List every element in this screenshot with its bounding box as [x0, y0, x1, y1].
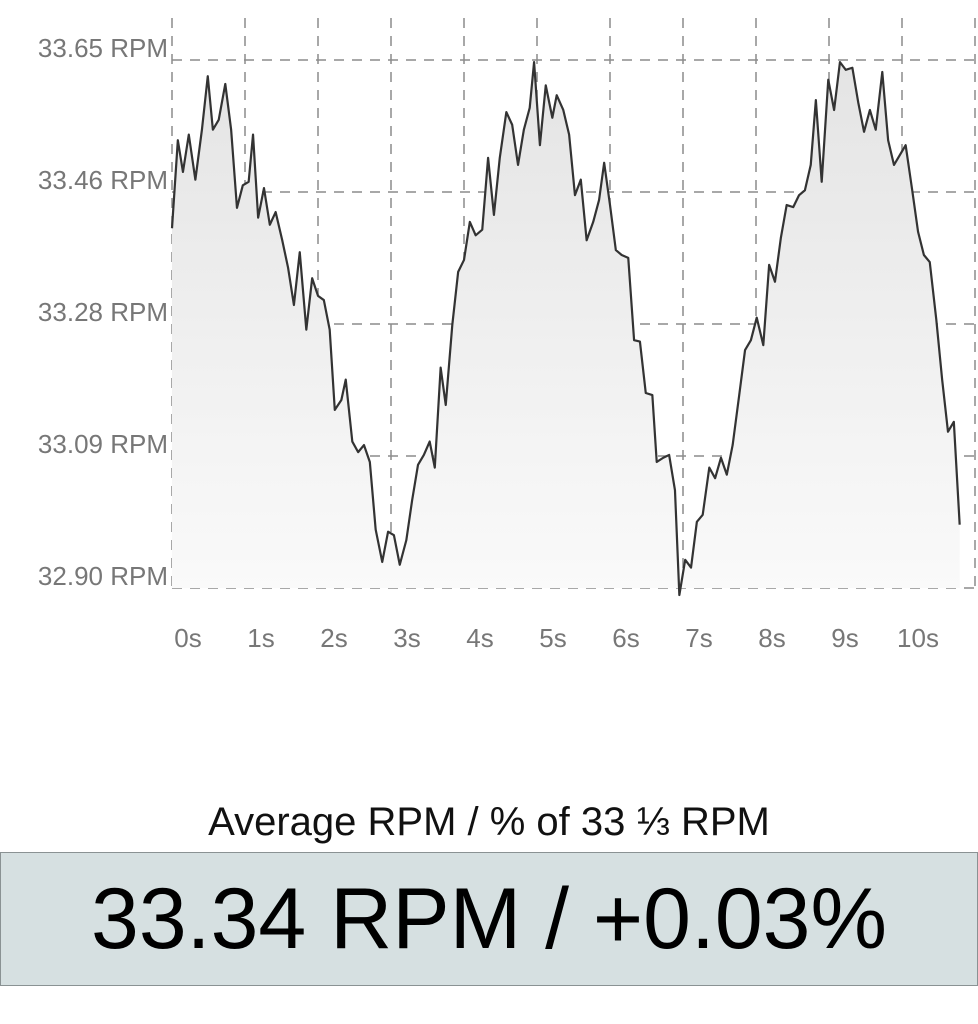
- y-tick-label: 33.46 RPM: [38, 165, 168, 195]
- x-tick-label: 3s: [393, 623, 420, 653]
- chart: 33.65 RPM 33.46 RPM 33.28 RPM 33.09 RPM 32.9…: [38, 18, 978, 653]
- y-tick-label: 33.09 RPM: [38, 429, 168, 459]
- area: [172, 62, 960, 596]
- y-tick-label: 33.28 RPM: [38, 297, 168, 327]
- summary-value: 33.34 RPM / +0.03%: [0, 852, 978, 986]
- x-tick-label: 9s: [831, 623, 858, 653]
- line: [170, 61, 961, 597]
- y-tick-label: 32.90 RPM: [38, 561, 168, 591]
- x-tick-label: 6s: [612, 623, 639, 653]
- x-tick-label: 0s: [174, 623, 201, 653]
- x-tick-label: 8s: [758, 623, 785, 653]
- x-tick-label: 5s: [539, 623, 566, 653]
- x-tick-label: 1s: [247, 623, 274, 653]
- x-tick-label: 2s: [320, 623, 347, 653]
- x-tick-label: 7s: [685, 623, 712, 653]
- x-tick-label: 10s: [897, 623, 939, 653]
- summary-label: Average RPM / % of 33 ⅓ RPM: [208, 800, 770, 844]
- x-tick-label: 4s: [466, 623, 493, 653]
- y-tick-label: 33.65 RPM: [38, 33, 168, 63]
